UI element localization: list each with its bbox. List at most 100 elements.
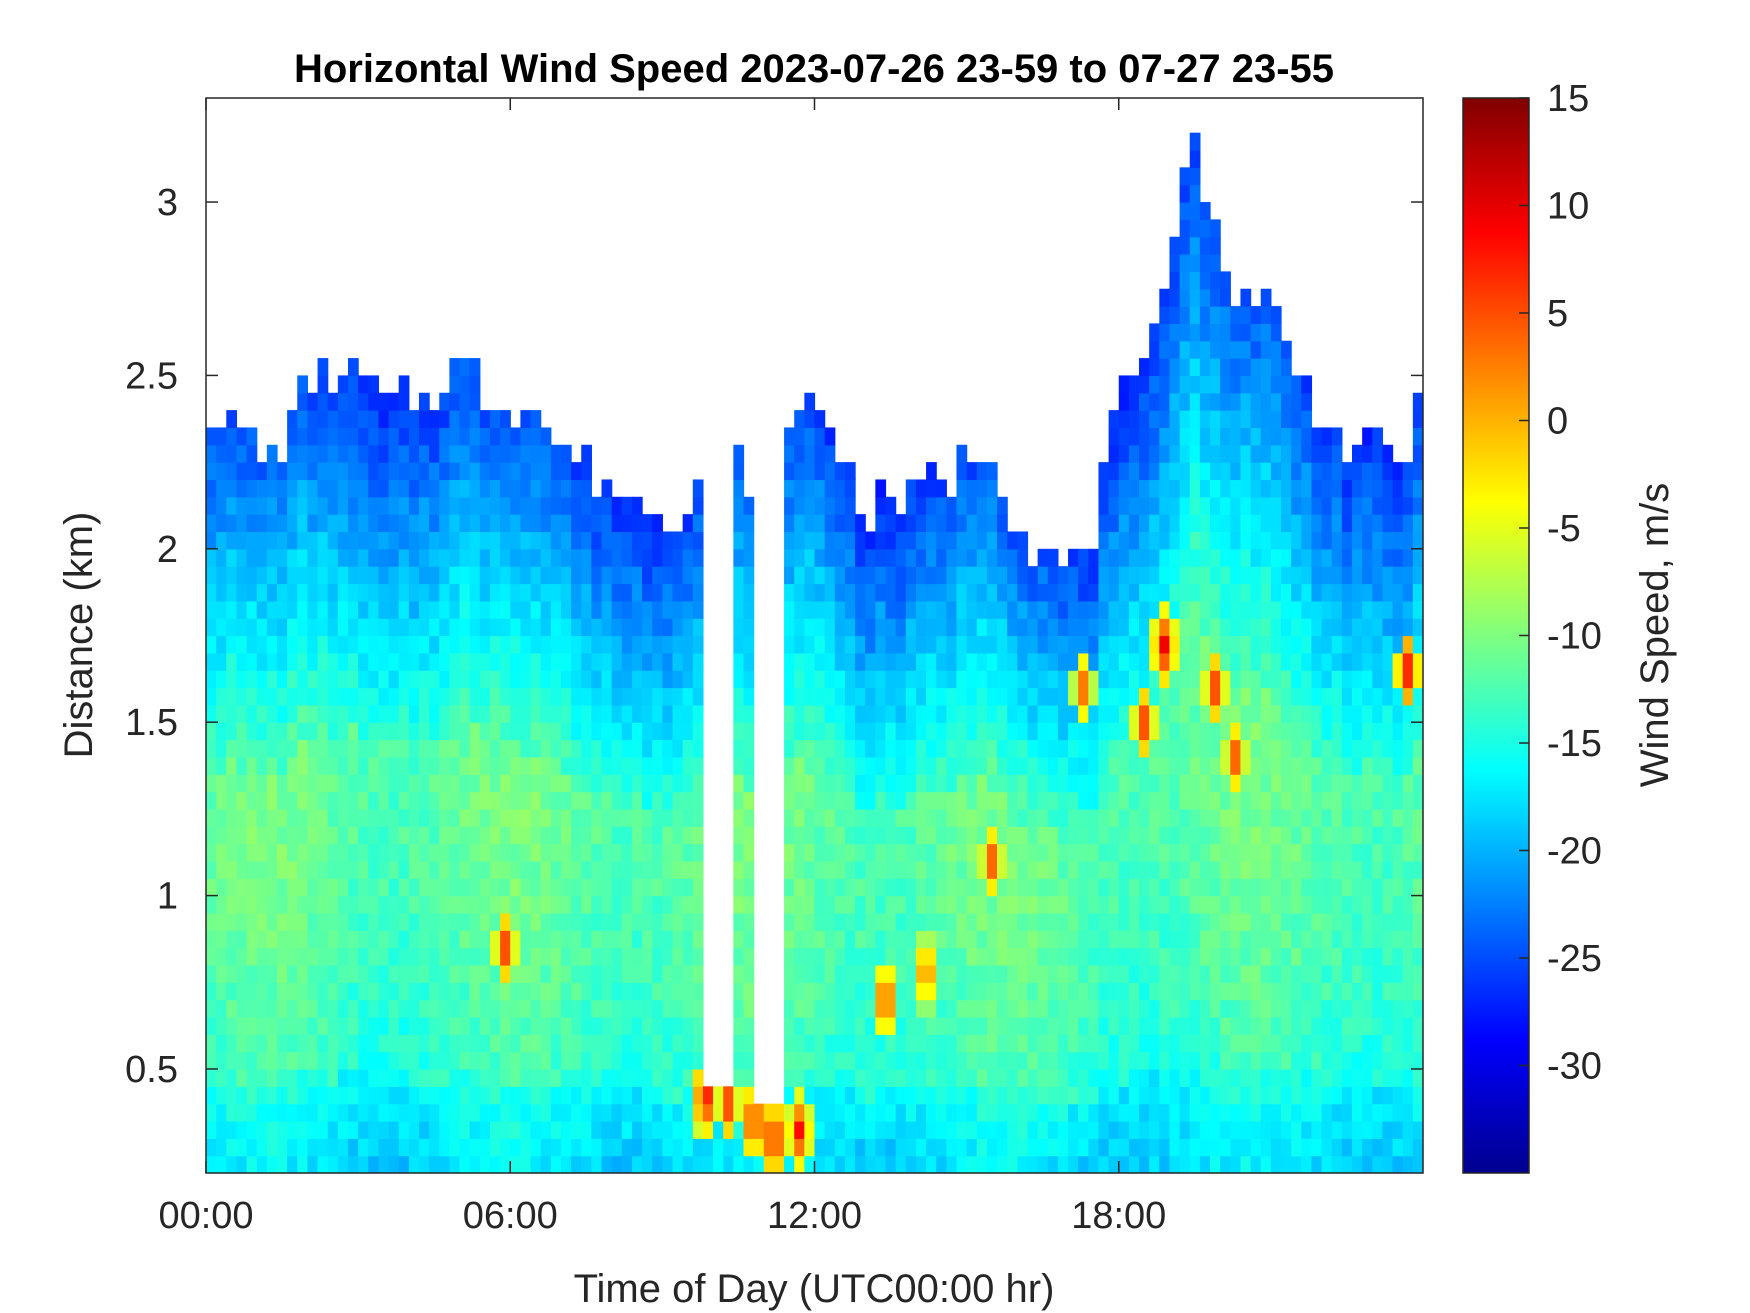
heatmap-cell	[611, 999, 623, 1018]
heatmap-cell	[1260, 774, 1272, 793]
heatmap-cell	[560, 1068, 572, 1087]
heatmap-cell	[1128, 704, 1140, 723]
heatmap-cell	[368, 774, 380, 793]
heatmap-cell	[733, 618, 745, 637]
heatmap-cell	[1412, 843, 1423, 862]
heatmap-cell	[1270, 670, 1282, 689]
heatmap-cell	[915, 566, 927, 585]
heatmap-cell	[662, 860, 674, 879]
heatmap-cell	[1078, 739, 1089, 758]
heatmap-cell	[571, 774, 582, 793]
heatmap-cell	[1331, 964, 1343, 983]
heatmap-cell	[418, 531, 430, 550]
heatmap-cell	[692, 1155, 704, 1173]
heatmap-cell	[1301, 930, 1313, 949]
heatmap-cell	[1372, 722, 1384, 741]
heatmap-cell	[489, 618, 501, 637]
heatmap-cell	[510, 826, 521, 845]
heatmap-cell	[1139, 843, 1150, 862]
heatmap-cell	[500, 427, 511, 446]
heatmap-cell	[997, 1103, 1008, 1122]
heatmap-cell	[418, 808, 430, 827]
heatmap-cell	[997, 947, 1008, 966]
heatmap-cell	[1301, 982, 1313, 1001]
heatmap-cell	[276, 843, 288, 862]
heatmap-cell	[429, 843, 440, 862]
heatmap-cell	[1311, 1155, 1323, 1173]
heatmap-cell	[368, 410, 380, 429]
y-tick-label: 3	[157, 182, 178, 224]
heatmap-cell	[1291, 548, 1302, 567]
heatmap-cell	[1199, 375, 1211, 394]
heatmap-cell	[581, 652, 592, 671]
heatmap-cell	[246, 479, 258, 498]
heatmap-cell	[469, 670, 481, 689]
colorbar	[1463, 98, 1529, 1173]
heatmap-cell	[1139, 1051, 1150, 1070]
heatmap-cell	[368, 930, 380, 949]
heatmap-cell	[429, 895, 440, 914]
heatmap-cell	[1139, 1016, 1150, 1035]
heatmap-cell	[1362, 548, 1373, 567]
heatmap-cell	[1098, 496, 1110, 515]
heatmap-cell	[986, 514, 998, 533]
heatmap-cell	[611, 531, 623, 550]
heatmap-cell	[905, 548, 917, 567]
heatmap-cell	[1250, 739, 1262, 758]
heatmap-cell	[388, 1034, 400, 1053]
heatmap-cell	[510, 895, 521, 914]
heatmap-cell	[1068, 947, 1079, 966]
heatmap-cell	[1149, 444, 1160, 463]
heatmap-cell	[317, 375, 329, 394]
heatmap-cell	[1321, 774, 1333, 793]
heatmap-cell	[469, 947, 481, 966]
heatmap-cell	[1108, 774, 1120, 793]
heatmap-cell	[824, 635, 836, 654]
heatmap-cell	[682, 895, 694, 914]
heatmap-cell	[601, 1051, 613, 1070]
heatmap-cell	[875, 704, 887, 723]
heatmap-cell	[743, 826, 755, 845]
heatmap-cell	[1331, 982, 1343, 1001]
heatmap-cell	[1311, 1086, 1323, 1105]
heatmap-cell	[997, 808, 1008, 827]
heatmap-cell	[226, 774, 238, 793]
heatmap-cell	[1331, 652, 1343, 671]
heatmap-cell	[307, 930, 319, 949]
heatmap-cell	[307, 739, 319, 758]
heatmap-cell	[408, 895, 420, 914]
heatmap-cell	[631, 1155, 643, 1173]
heatmap-cell	[642, 1120, 653, 1139]
heatmap-cell	[1007, 1120, 1018, 1139]
heatmap-cell	[1139, 739, 1150, 758]
heatmap-cell	[1372, 895, 1384, 914]
heatmap-cell	[266, 583, 278, 602]
heatmap-cell	[1139, 704, 1150, 723]
heatmap-cell	[1240, 704, 1252, 723]
heatmap-cell	[733, 982, 745, 1001]
heatmap-cell	[1057, 1086, 1069, 1105]
heatmap-cell	[601, 514, 613, 533]
heatmap-cell	[784, 600, 795, 619]
heatmap-cell	[692, 652, 704, 671]
heatmap-cell	[1220, 496, 1231, 515]
heatmap-cell	[1291, 514, 1302, 533]
heatmap-cell	[784, 1086, 795, 1105]
heatmap-cell	[804, 618, 816, 637]
heatmap-cell	[276, 826, 288, 845]
heatmap-cell	[591, 964, 603, 983]
heatmap-cell	[216, 947, 227, 966]
heatmap-cell	[743, 774, 755, 793]
heatmap-cell	[1068, 583, 1079, 602]
heatmap-cell	[1301, 496, 1313, 515]
heatmap-cell	[1412, 566, 1423, 585]
heatmap-cell	[1057, 756, 1069, 775]
heatmap-cell	[206, 548, 217, 567]
heatmap-cell	[642, 739, 653, 758]
heatmap-cell	[946, 618, 958, 637]
heatmap-cell	[571, 912, 582, 931]
heatmap-cell	[327, 514, 339, 533]
heatmap-cell	[1382, 531, 1394, 550]
heatmap-cell	[297, 687, 309, 706]
heatmap-cell	[1412, 514, 1423, 533]
